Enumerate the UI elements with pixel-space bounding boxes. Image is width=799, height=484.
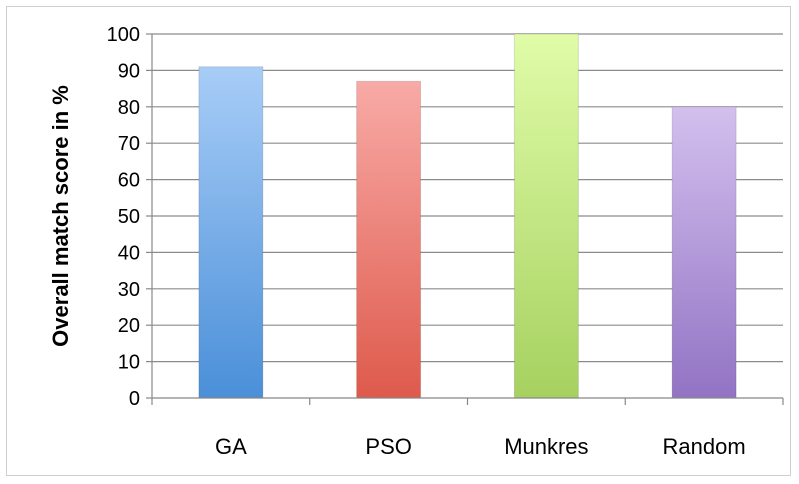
- y-tick-label-50: 50: [118, 206, 140, 228]
- bar-random: [671, 106, 737, 399]
- x-category-label-random: Random: [663, 434, 746, 459]
- y-axis-title: Overall match score in %: [48, 85, 73, 347]
- axes: [146, 33, 784, 405]
- y-tick-label-80: 80: [118, 97, 140, 119]
- x-category-label-pso: PSO: [365, 434, 411, 459]
- y-tick-label-20: 20: [118, 315, 140, 337]
- y-tick-label-60: 60: [118, 170, 140, 192]
- bar-munkres: [513, 33, 579, 399]
- y-tick-label-0: 0: [129, 388, 140, 410]
- y-tick-label-30: 30: [118, 279, 140, 301]
- x-category-label-munkres: Munkres: [504, 434, 588, 459]
- bar-ga: [198, 66, 264, 399]
- y-tick-label-70: 70: [118, 133, 140, 155]
- y-tick-label-100: 100: [107, 24, 140, 46]
- y-tick-label-90: 90: [118, 60, 140, 82]
- labels: 0 10 20 30 40 50 60 70 80 90 100 GA PSO Munkres Random: [107, 24, 746, 459]
- y-tick-label-40: 40: [118, 242, 140, 264]
- x-category-label-ga: GA: [215, 434, 247, 459]
- bar-pso: [356, 80, 422, 399]
- y-tick-label-10: 10: [118, 352, 140, 374]
